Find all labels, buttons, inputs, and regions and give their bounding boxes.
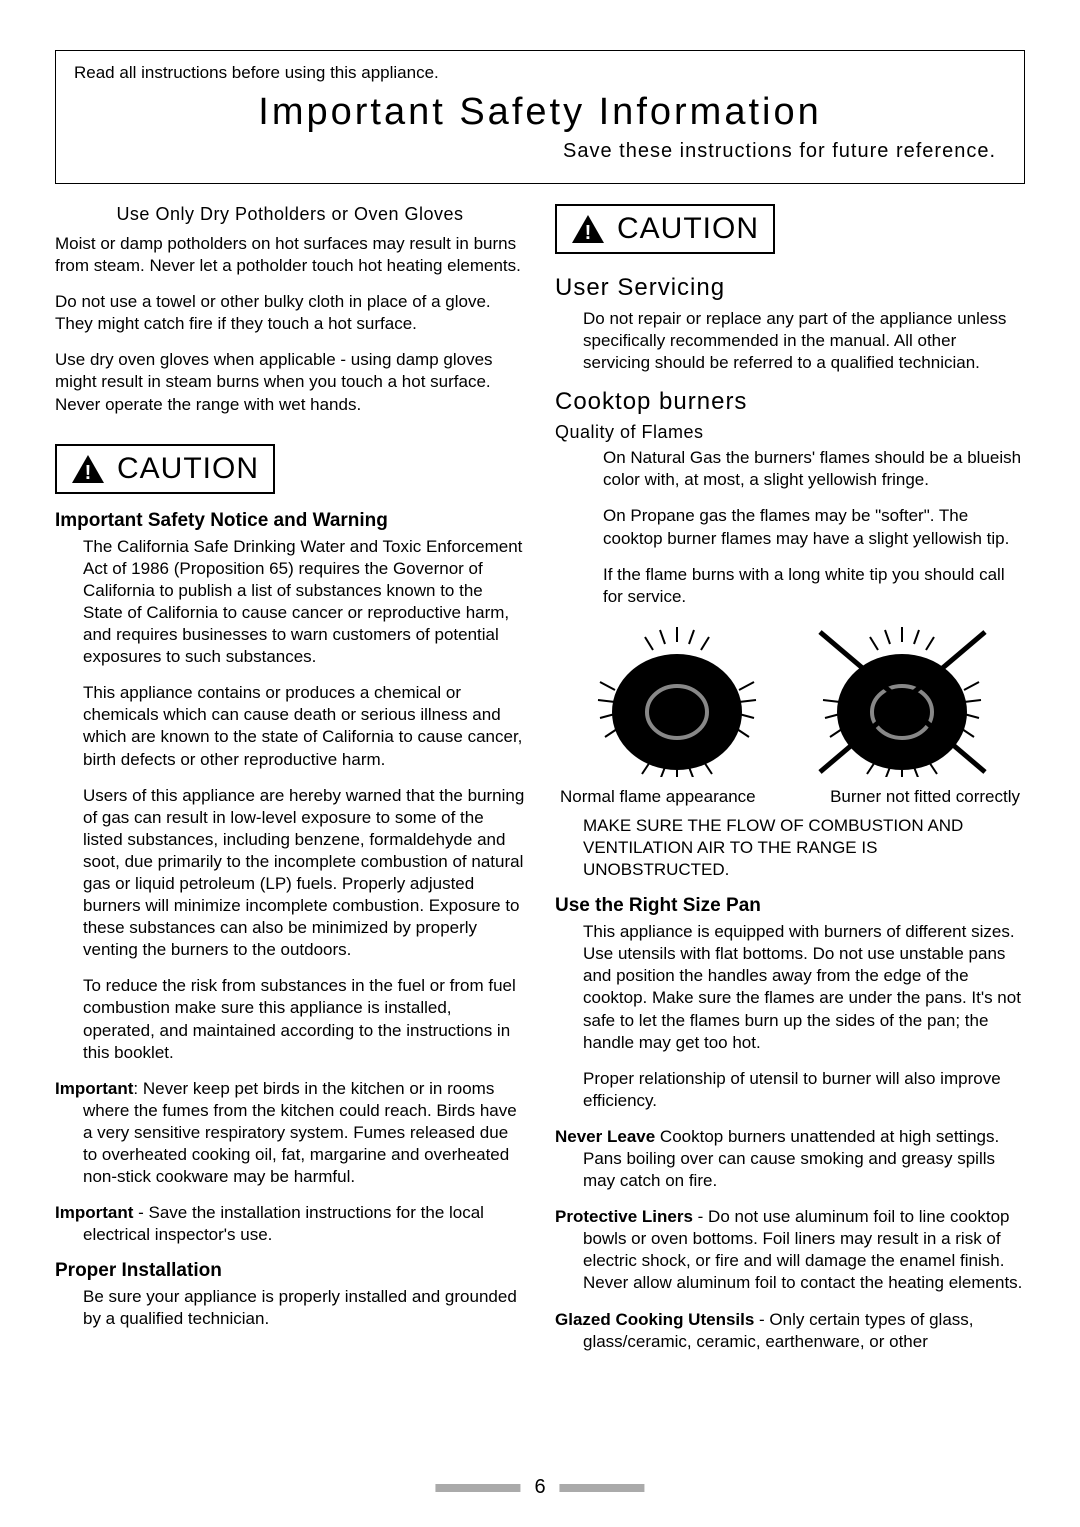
left-column: Use Only Dry Potholders or Oven Gloves M… (55, 204, 525, 1367)
protective-liners-label: Protective Liners (555, 1207, 693, 1226)
caution-box-left: ! CAUTION (55, 444, 275, 494)
important-text-2: - Save the installation instructions for… (83, 1203, 484, 1244)
important-label-2: Important (55, 1203, 133, 1222)
glazed-utensils: Glazed Cooking Utensils - Only certain t… (555, 1309, 1025, 1353)
never-leave-label: Never Leave (555, 1127, 655, 1146)
flame-images (555, 622, 1025, 777)
user-servicing-heading: User Servicing (555, 274, 1025, 302)
flame-label-normal: Normal flame appearance (560, 787, 756, 807)
svg-text:!: ! (585, 222, 592, 244)
cooktop-p1: On Natural Gas the burners' flames shoul… (555, 447, 1025, 491)
proper-install-p1: Be sure your appliance is properly insta… (55, 1286, 525, 1330)
caution-box-right: ! CAUTION (555, 204, 775, 254)
page-number-wrap: 6 (435, 1476, 644, 1499)
cooktop-heading: Cooktop burners (555, 388, 1025, 416)
potholders-p1: Moist or damp potholders on hot surfaces… (55, 233, 525, 277)
user-servicing-p1: Do not repair or replace any part of the… (555, 308, 1025, 374)
cooktop-p3: If the flame burns with a long white tip… (555, 564, 1025, 608)
glazed-label: Glazed Cooking Utensils (555, 1310, 754, 1329)
important-text-1: : Never keep pet birds in the kitchen or… (83, 1079, 517, 1186)
potholders-heading: Use Only Dry Potholders or Oven Gloves (55, 204, 525, 225)
potholders-p3: Use dry oven gloves when applicable - us… (55, 349, 525, 415)
safety-p3: Users of this appliance are hereby warne… (55, 785, 525, 962)
safety-p1: The California Safe Drinking Water and T… (55, 536, 525, 669)
right-column: ! CAUTION User Servicing Do not repair o… (555, 204, 1025, 1367)
subtitle: Save these instructions for future refer… (74, 140, 1006, 163)
pan-size-p1: This appliance is equipped with burners … (555, 921, 1025, 1054)
important-label-1: Important (55, 1079, 133, 1098)
page-bar-right (560, 1484, 645, 1492)
flame-labels: Normal flame appearance Burner not fitte… (555, 787, 1025, 807)
proper-install-heading: Proper Installation (55, 1260, 525, 1282)
protective-liners: Protective Liners - Do not use aluminum … (555, 1206, 1025, 1294)
safety-notice-heading: Important Safety Notice and Warning (55, 510, 525, 532)
page-number: 6 (528, 1476, 551, 1499)
cooktop-caps: MAKE SURE THE FLOW OF COMBUSTION AND VEN… (555, 815, 1025, 881)
header-box: Read all instructions before using this … (55, 50, 1025, 184)
important-save: Important - Save the installation instru… (55, 1202, 525, 1246)
svg-text:!: ! (85, 462, 92, 484)
potholders-p2: Do not use a towel or other bulky cloth … (55, 291, 525, 335)
pan-size-p2: Proper relationship of utensil to burner… (555, 1068, 1025, 1112)
quality-flames-subheading: Quality of Flames (555, 422, 1025, 443)
safety-p4: To reduce the risk from substances in th… (55, 975, 525, 1063)
warning-triangle-icon: ! (571, 214, 605, 244)
flame-label-incorrect: Burner not fitted correctly (830, 787, 1020, 807)
top-instruction: Read all instructions before using this … (74, 63, 1006, 83)
warning-triangle-icon: ! (71, 454, 105, 484)
content-columns: Use Only Dry Potholders or Oven Gloves M… (55, 204, 1025, 1367)
important-birds: Important: Never keep pet birds in the k… (55, 1078, 525, 1188)
flame-normal (580, 622, 775, 777)
flame-incorrect (805, 622, 1000, 777)
page-bar-left (435, 1484, 520, 1492)
pan-size-heading: Use the Right Size Pan (555, 895, 1025, 917)
safety-p2: This appliance contains or produces a ch… (55, 682, 525, 770)
main-title: Important Safety Information (74, 91, 1006, 134)
never-leave: Never Leave Cooktop burners unattended a… (555, 1126, 1025, 1192)
caution-label-right: CAUTION (617, 212, 759, 246)
cooktop-p2: On Propane gas the flames may be "softer… (555, 505, 1025, 549)
caution-label: CAUTION (117, 452, 259, 486)
